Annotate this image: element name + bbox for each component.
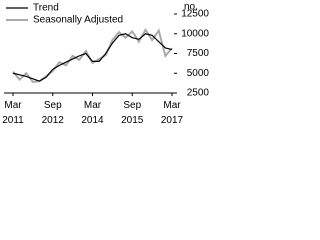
x-tick-label: Sep 2012 [41, 100, 64, 126]
x-tick-label: Sep 2015 [121, 100, 144, 126]
x-tick-label: Mar 2017 [160, 100, 184, 126]
chart-svg: no. 2500 5000 7500 10000 12500 TrendSeasonall… [4, 2, 210, 99]
y-tick-label: 5000 [187, 68, 210, 79]
legend-label: Seasonally Adjusted [33, 15, 123, 26]
y-tick-label: 2500 [187, 88, 210, 99]
series-line [12, 27, 173, 84]
y-tick-label: 10000 [181, 28, 209, 39]
series-line [12, 33, 173, 82]
y-tick-label: 12500 [181, 9, 209, 20]
y-tick-label: 7500 [187, 48, 210, 59]
x-tick-label: Mar 2011 [2, 100, 24, 126]
x-tick-label: Mar 2014 [81, 100, 104, 126]
y-unit: no. [184, 2, 198, 13]
legend-label: Trend [33, 3, 59, 14]
chart: no. 2500 5000 7500 10000 12500 Trend Seasonall… [0, 0, 215, 132]
